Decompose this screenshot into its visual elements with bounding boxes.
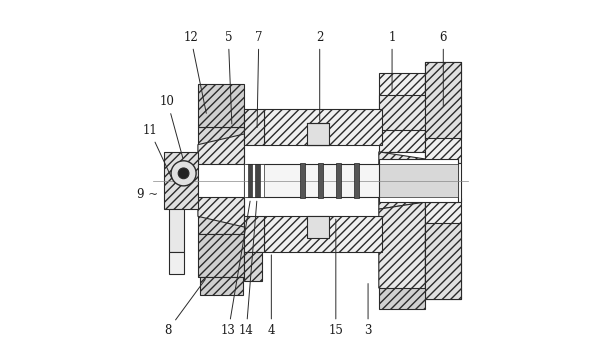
Text: 10: 10 (160, 95, 183, 158)
Bar (379, 159, 458, 202)
Bar (264, 109, 382, 145)
Bar (425, 162, 461, 202)
Text: 4: 4 (268, 255, 275, 338)
Bar (264, 216, 382, 252)
Text: 13: 13 (221, 201, 250, 338)
Text: 7: 7 (255, 31, 263, 127)
Text: 2: 2 (316, 31, 323, 121)
Bar (425, 199, 461, 299)
Text: 6: 6 (440, 31, 447, 106)
Bar (379, 152, 425, 209)
Text: 12: 12 (184, 31, 206, 113)
Bar (169, 159, 198, 202)
Bar (244, 252, 262, 281)
Bar (164, 152, 198, 209)
Bar (255, 164, 260, 197)
Bar (246, 164, 379, 197)
Bar (198, 127, 244, 234)
Bar (425, 62, 461, 138)
Bar (200, 277, 242, 295)
Bar (425, 223, 461, 299)
Bar (198, 234, 244, 277)
Bar (379, 164, 458, 197)
Bar (379, 95, 425, 130)
Bar (307, 123, 329, 145)
Text: 14: 14 (239, 201, 257, 338)
Bar (198, 164, 244, 197)
Text: 1: 1 (388, 31, 396, 92)
Circle shape (171, 161, 196, 186)
Bar (300, 162, 305, 199)
Bar (198, 84, 244, 127)
Bar (244, 216, 264, 252)
Bar (379, 231, 425, 266)
Text: 5: 5 (224, 31, 232, 124)
Text: 9 ~: 9 ~ (137, 188, 158, 201)
Bar (318, 162, 323, 199)
Bar (244, 109, 264, 145)
Bar (169, 252, 184, 274)
Text: 11: 11 (142, 124, 172, 178)
Bar (244, 164, 264, 197)
Bar (248, 164, 253, 197)
Text: 3: 3 (364, 284, 372, 338)
Bar (379, 288, 425, 309)
Bar (379, 209, 425, 288)
Circle shape (178, 168, 189, 179)
Bar (425, 62, 461, 162)
Bar (307, 216, 329, 238)
Polygon shape (198, 134, 244, 227)
Polygon shape (379, 152, 425, 209)
Polygon shape (379, 202, 425, 299)
Bar (169, 209, 184, 252)
Bar (336, 162, 341, 199)
Bar (379, 73, 425, 152)
Bar (354, 162, 359, 199)
Text: 15: 15 (328, 219, 343, 338)
Text: 8: 8 (164, 279, 205, 338)
